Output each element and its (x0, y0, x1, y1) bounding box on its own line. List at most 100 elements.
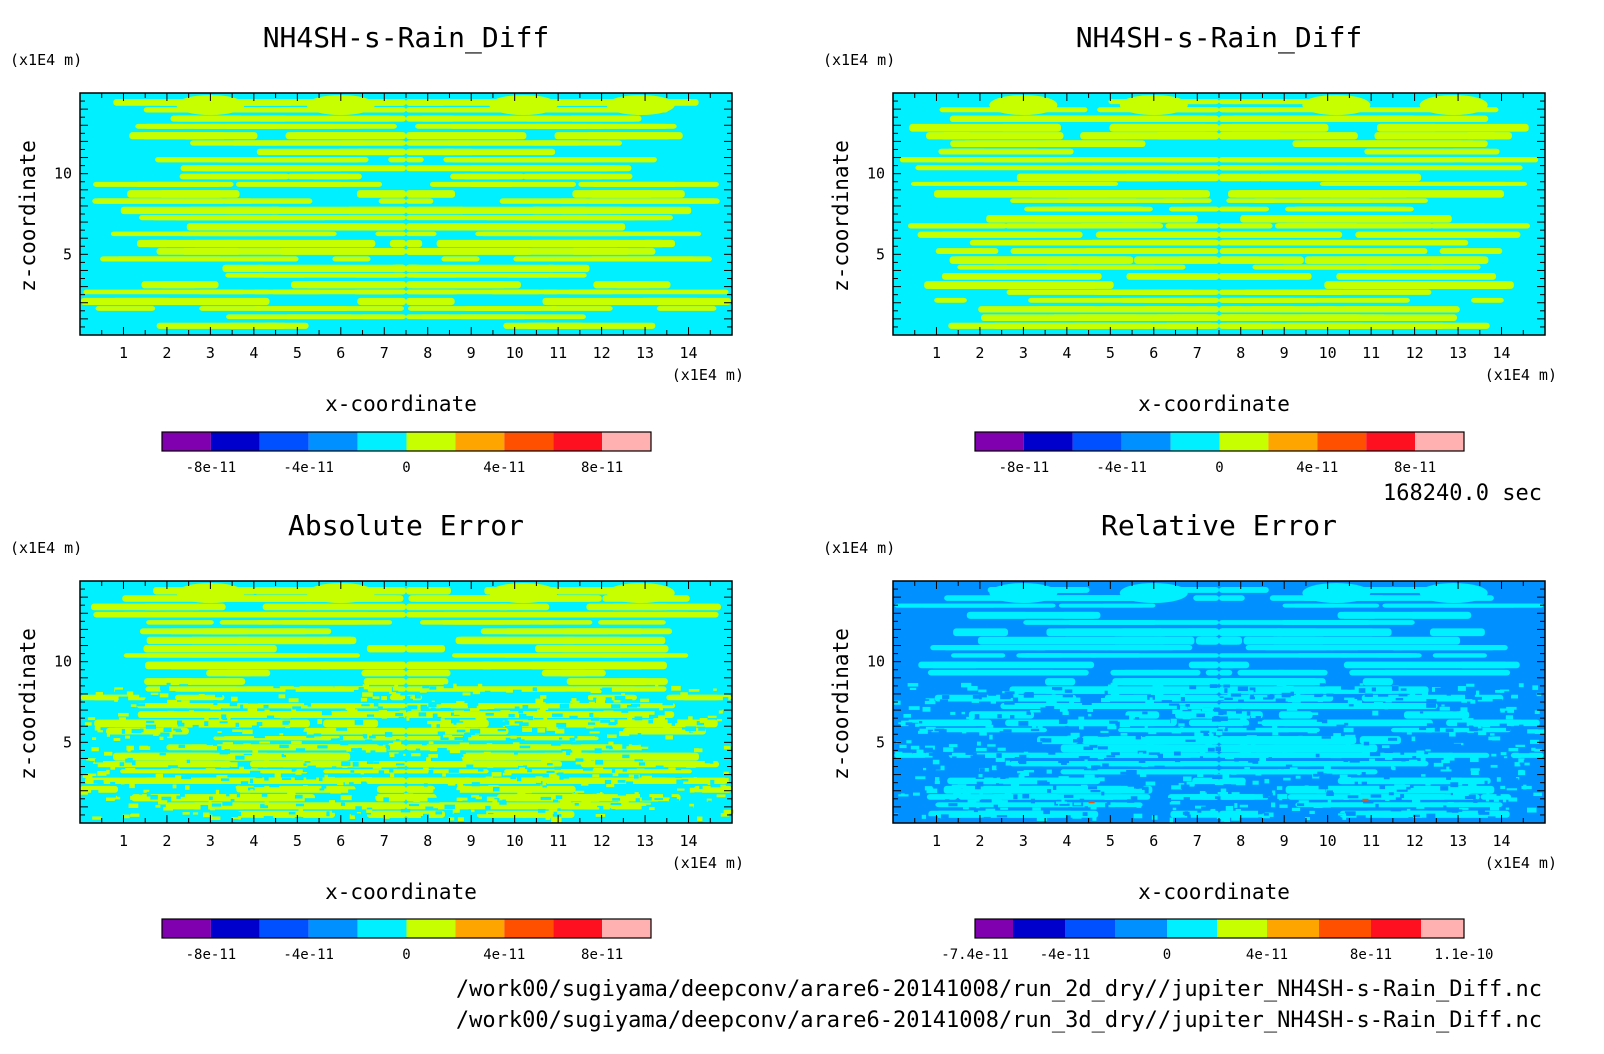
x-tick-label: 10 (1319, 832, 1337, 850)
contour-speckle (688, 716, 693, 721)
contour-speckle (1348, 704, 1354, 707)
contour-speckle (1447, 801, 1454, 806)
contour-speckle (996, 815, 1008, 818)
contour-speckle (1003, 738, 1011, 741)
contour-speckle (1500, 709, 1505, 713)
contour-speckle (1148, 752, 1160, 756)
contour-band (978, 306, 1123, 313)
contour-speckle (1339, 774, 1348, 780)
contour-speckle (1100, 730, 1109, 733)
contour-speckle (1217, 791, 1229, 795)
contour-speckle (1106, 800, 1111, 805)
contour-speckle (1212, 774, 1223, 780)
contour-speckle (511, 725, 522, 729)
contour-speckle (204, 716, 209, 722)
contour-speckle (601, 810, 611, 813)
contour-speckle (1505, 807, 1510, 810)
colorbar-frame (974, 918, 1465, 939)
contour-band (1219, 620, 1362, 625)
contour-speckle (1195, 805, 1206, 809)
contour-speckle (1110, 693, 1118, 698)
contour-band (1337, 777, 1458, 785)
contour-speckle (1487, 816, 1496, 820)
contour-dome (306, 583, 375, 603)
contour-band (986, 215, 1155, 223)
contour-band (419, 620, 507, 625)
x-tick-label: 2 (975, 832, 984, 850)
contour-speckle (932, 759, 940, 765)
contour-band (1103, 223, 1151, 229)
contour-speckle (1344, 697, 1355, 701)
contour-speckle (413, 797, 420, 803)
x-tick-label: 5 (1106, 832, 1115, 850)
contour-speckle (1062, 719, 1068, 724)
contour-speckle (1340, 686, 1352, 690)
contour-speckle (447, 783, 456, 786)
contour-speckle (100, 741, 104, 747)
contour-speckle (1507, 709, 1515, 713)
contour-speckle (440, 707, 451, 711)
contour-band (513, 215, 628, 221)
contour-speckle (334, 816, 342, 821)
contour-speckle (485, 776, 493, 781)
colorbar-segment (1217, 919, 1267, 938)
file-path: /work00/sugiyama/deepconv/arare6-2014100… (456, 977, 1542, 1002)
contour-speckle (1018, 720, 1029, 726)
contour-speckle (377, 742, 389, 745)
contour-speckle (1198, 739, 1205, 742)
contour-speckle (1146, 728, 1152, 733)
contour-speckle (551, 817, 562, 823)
contour-speckle (1307, 729, 1317, 734)
contour-speckle (1384, 749, 1393, 754)
contour-speckle (1142, 733, 1146, 737)
contour-speckle (1333, 733, 1341, 738)
contour-speckle (297, 816, 302, 821)
contour-speckle (716, 730, 728, 733)
contour-speckle (467, 701, 479, 706)
contour-band (441, 256, 480, 262)
contour-speckle (396, 739, 400, 742)
contour-speckle (1223, 684, 1230, 688)
contour-speckle (721, 777, 729, 783)
contour-speckle (150, 692, 159, 695)
contour-speckle (1482, 722, 1491, 728)
contour-speckle (1326, 790, 1333, 794)
contour-speckle (366, 779, 376, 783)
contour-speckle (1281, 692, 1291, 698)
contour-band (1078, 645, 1175, 651)
contour-speckle (118, 717, 126, 721)
contour-speckle (920, 686, 925, 692)
contour-speckle (485, 712, 494, 716)
contour-speckle (508, 713, 515, 718)
contour-speckle (251, 768, 258, 772)
contour-speckle (358, 689, 368, 694)
contour-speckle (1237, 686, 1249, 692)
contour-speckle (282, 720, 289, 725)
contour-speckle (1102, 763, 1109, 768)
contour-speckle (976, 781, 984, 787)
contour-speckle (1137, 750, 1147, 754)
contour-speckle (518, 765, 528, 769)
contour-speckle (492, 799, 498, 804)
contour-speckle (948, 803, 958, 807)
contour-speckle (1190, 795, 1201, 798)
contour-speckle (1276, 786, 1283, 790)
contour-speckle (1337, 700, 1343, 703)
contour-speckle (1456, 710, 1467, 715)
contour-speckle (574, 735, 578, 739)
contour-speckle (710, 760, 714, 764)
contour-band (406, 661, 494, 670)
contour-speckle (403, 793, 414, 799)
contour-band (910, 181, 971, 186)
contour-speckle (1058, 760, 1070, 764)
contour-speckle (897, 717, 902, 723)
contour-speckle (1440, 786, 1449, 791)
contour-speckle (718, 709, 723, 714)
contour-speckle (94, 726, 101, 731)
contour-speckle (388, 743, 400, 746)
contour-speckle (1185, 704, 1190, 707)
contour-speckle (613, 699, 621, 703)
contour-speckle (1234, 803, 1238, 808)
contour-speckle (1398, 693, 1408, 697)
contour-band (388, 157, 406, 163)
